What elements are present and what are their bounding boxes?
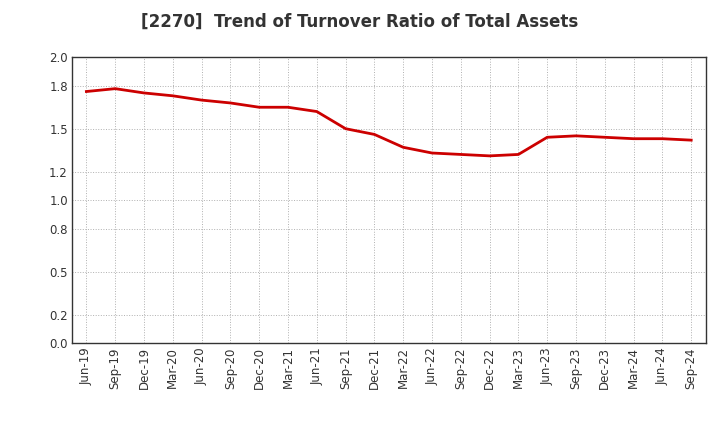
Text: [2270]  Trend of Turnover Ratio of Total Assets: [2270] Trend of Turnover Ratio of Total … <box>141 13 579 31</box>
